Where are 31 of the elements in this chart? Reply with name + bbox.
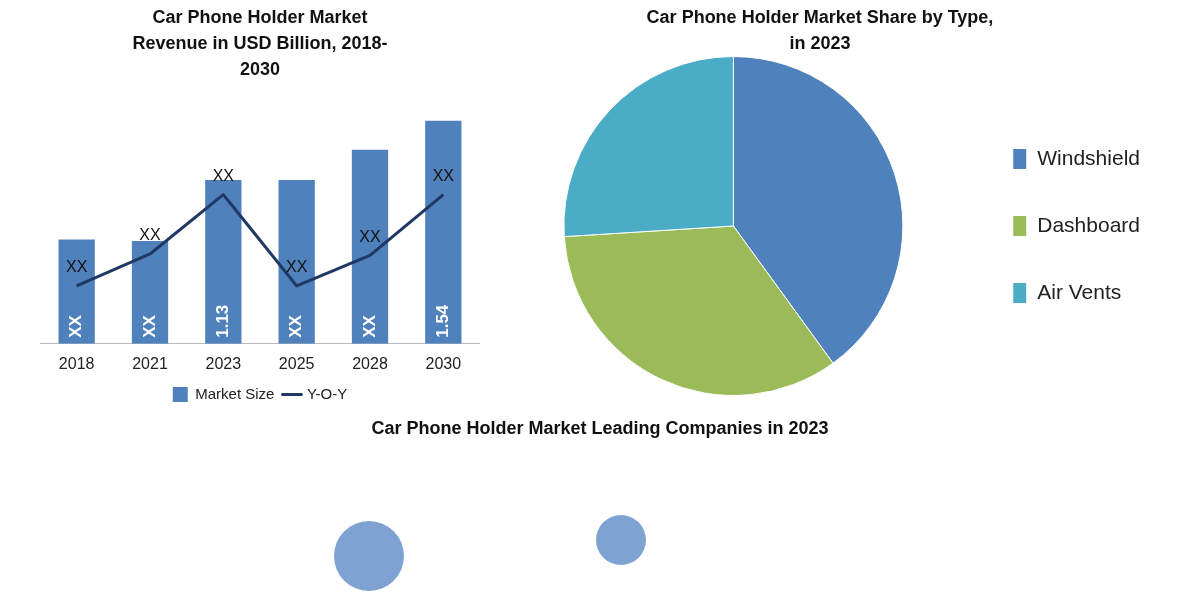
data-label: XX	[285, 258, 308, 276]
data-label: XX	[359, 314, 379, 338]
legend-label: Dashboard	[1037, 212, 1140, 236]
bar	[131, 240, 169, 344]
chart-title: Car Phone Holder Market Share by Type, in 2023	[645, 6, 995, 55]
bar	[278, 180, 315, 344]
data-label: XX	[65, 258, 88, 276]
bar	[205, 180, 242, 344]
x-tick-label: 2021	[132, 354, 168, 372]
x-tick-label: 2028	[352, 354, 388, 372]
legend-label: Y-O-Y	[306, 384, 348, 402]
data-label: XX	[432, 166, 455, 184]
data-label: XX	[139, 314, 159, 338]
text: Car Phone Holder Market Leading Companies in 2023	[370, 417, 830, 440]
x-tick-label: 2023	[205, 354, 242, 372]
legend-label: Air Vents	[1037, 279, 1122, 303]
data-label: 1.54	[433, 304, 453, 338]
bar	[351, 149, 389, 344]
data-label: XX	[66, 314, 86, 338]
chart-title: Car Phone Holder Market Revenue in USD Billion, 2018-2030	[131, 6, 389, 81]
data-label: XX	[212, 166, 235, 184]
legend-label: Windshield	[1037, 145, 1140, 169]
data-label: XX	[286, 314, 306, 338]
data-label: 1.13	[213, 304, 233, 338]
x-tick-label: 2025	[278, 354, 315, 372]
data-label: XX	[359, 227, 381, 245]
bar	[425, 120, 462, 344]
legend-label: Market Size	[195, 384, 275, 402]
data-label: XX	[139, 226, 161, 244]
x-tick-label: 2018	[58, 354, 95, 372]
x-tick-label: 2030	[425, 354, 462, 372]
